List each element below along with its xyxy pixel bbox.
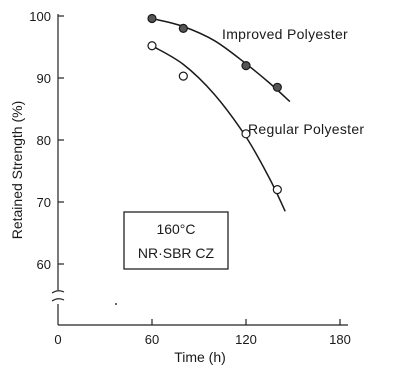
x-axis-title: Time (h) bbox=[174, 349, 226, 365]
series-line-regular bbox=[151, 45, 286, 212]
y-tick-label: 70 bbox=[37, 195, 51, 210]
data-point-improved bbox=[178, 23, 188, 33]
curves bbox=[151, 17, 291, 212]
data-point-regular bbox=[178, 71, 188, 81]
condition-compound: NR·SBR CZ bbox=[138, 245, 215, 261]
condition-box: 160°C NR·SBR CZ bbox=[123, 211, 229, 270]
data-point-improved bbox=[147, 13, 157, 24]
y-axis-break-mark bbox=[51, 290, 65, 302]
x-tick-label: 180 bbox=[329, 332, 351, 347]
x-tick-label: 60 bbox=[145, 332, 159, 347]
series-label-regular: Regular Polyester bbox=[248, 121, 364, 137]
condition-temperature: 160°C bbox=[156, 221, 195, 237]
y-tick-label: 60 bbox=[37, 257, 51, 272]
series-label-improved: Improved Polyester bbox=[222, 26, 348, 42]
data-point-regular bbox=[241, 129, 251, 139]
data-point-improved bbox=[272, 82, 282, 92]
points bbox=[147, 13, 282, 195]
y-tick-label: 100 bbox=[29, 9, 51, 24]
y-tick-label: 80 bbox=[37, 133, 51, 148]
data-point-regular bbox=[147, 41, 157, 51]
ticks: 100 90 80 70 60 0 60 120 180 bbox=[29, 9, 351, 347]
y-tick-label: 90 bbox=[37, 71, 51, 86]
data-point-regular bbox=[272, 185, 282, 195]
axes bbox=[51, 14, 348, 326]
x-tick-label: 120 bbox=[235, 332, 257, 347]
stray-dot bbox=[115, 303, 117, 305]
y-axis-title: Retained Strength (%) bbox=[9, 101, 25, 240]
data-point-improved bbox=[241, 60, 251, 71]
x-tick-label: 0 bbox=[54, 332, 61, 347]
condition-box-frame bbox=[123, 211, 229, 270]
